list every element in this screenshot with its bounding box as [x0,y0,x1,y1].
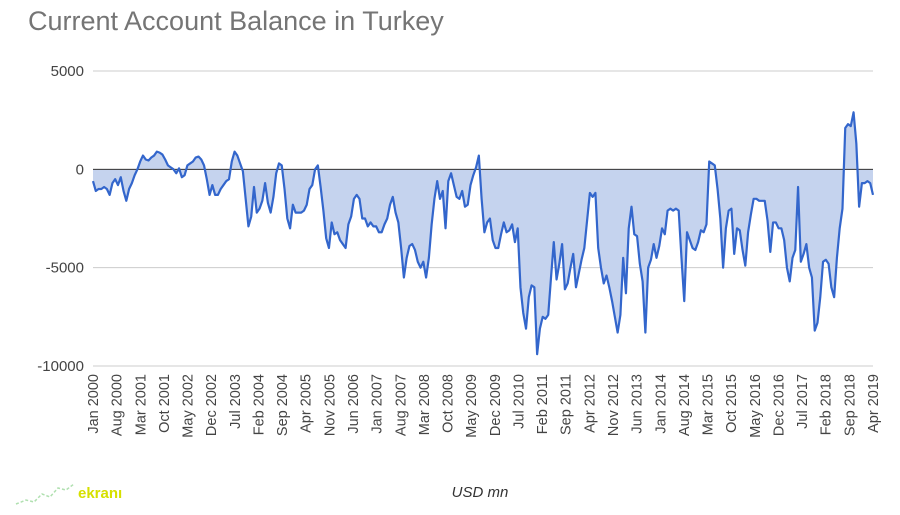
watermark-logo: ekranı [14,480,144,510]
x-tick-label: May 2016 [748,374,764,438]
x-tick-label: May 2002 [181,374,197,438]
x-tick-label: Aug 2014 [677,374,693,436]
x-tick-label: Dec 2009 [488,374,504,436]
x-tick-label: Jun 2013 [630,374,646,434]
area-fill [93,112,873,355]
x-tick-label: Mar 2008 [417,374,433,435]
watermark-chart-icon [15,483,75,505]
x-tick-label: Apr 2012 [582,374,598,433]
x-tick-label: Apr 2019 [866,374,882,433]
x-tick-label: Jun 2006 [346,374,362,434]
x-tick-label: Feb 2004 [252,374,268,435]
x-tick-label: Aug 2000 [110,374,126,436]
x-tick-label: Oct 2008 [441,374,457,433]
x-tick-label: Feb 2011 [535,374,551,434]
x-tick-label: Feb 2018 [819,374,835,435]
x-tick-label: Jan 2007 [370,374,386,434]
y-tick-label: 5000 [51,63,84,80]
x-tick-label: Nov 2012 [606,374,622,436]
x-tick-label: Mar 2001 [133,374,149,435]
x-tick-label: May 2009 [464,374,480,438]
chart-title: Current Account Balance in Turkey [28,6,444,36]
x-tick-label: Mar 2015 [701,374,717,435]
x-tick-label: Jul 2010 [512,374,528,429]
x-tick-label: Apr 2005 [299,374,315,433]
x-tick-label: Dec 2002 [204,374,220,436]
x-tick-label: Nov 2005 [322,374,338,436]
x-tick-label: Jul 2017 [795,374,811,429]
watermark-text: ekranı [78,485,123,502]
x-tick-label: Jan 2000 [86,374,102,434]
x-tick-label: Jul 2003 [228,374,244,429]
x-tick-label: Sep 2004 [275,374,291,436]
x-tick-label: Aug 2007 [393,374,409,436]
y-tick-label: -5000 [46,260,84,277]
y-axis-labels: 5000 0 -5000 -10000 [37,63,84,375]
series-line [91,111,875,356]
x-axis-title: USD mn [451,484,509,501]
x-tick-label: Oct 2015 [724,374,740,433]
x-tick-label: Sep 2011 [559,374,575,435]
x-tick-label: Oct 2001 [157,374,173,433]
y-tick-label: 0 [76,161,84,178]
x-tick-label: Sep 2018 [842,374,858,436]
x-tick-label: Dec 2016 [772,374,788,436]
x-axis-labels: Jan 2000 Aug 2000 Mar 2001 Oct 2001 May 2002… [86,374,882,438]
y-tick-label: -10000 [37,358,84,375]
x-tick-label: Jan 2014 [653,374,669,434]
